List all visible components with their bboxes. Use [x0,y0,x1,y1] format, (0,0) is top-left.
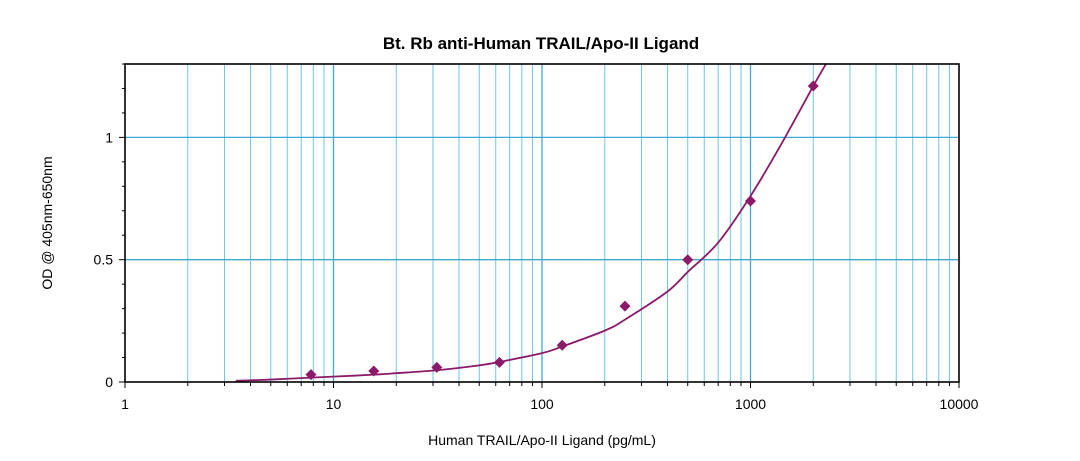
chart-title: Bt. Rb anti-Human TRAIL/Apo-II Ligand [383,34,699,53]
grid [125,64,959,382]
data-point [807,80,819,92]
data-points [305,80,819,381]
y-axis-label: OD @ 405nm-650nm [39,156,55,289]
axis-ticks [119,63,960,388]
data-point [745,195,756,207]
y-tick-labels: 00.51 [94,129,114,390]
y-tick-label: 0 [105,374,113,390]
x-tick-label: 10 [326,396,342,412]
x-tick-label: 1000 [735,396,766,412]
x-tick-label: 100 [530,396,554,412]
data-point [556,339,568,351]
y-tick-label: 1 [105,129,113,145]
data-point [619,300,631,312]
x-axis-label: Human TRAIL/Apo-II Ligand (pg/mL) [428,432,656,448]
y-tick-label: 0.5 [94,252,114,268]
data-point [305,369,317,381]
data-point [493,356,505,368]
x-tick-label: 10000 [940,396,979,412]
data-point [368,365,380,377]
x-tick-label: 1 [121,396,129,412]
data-point [682,254,694,266]
data-point [431,361,443,373]
x-tick-labels: 1 10 100 1000 10000 [121,396,979,412]
